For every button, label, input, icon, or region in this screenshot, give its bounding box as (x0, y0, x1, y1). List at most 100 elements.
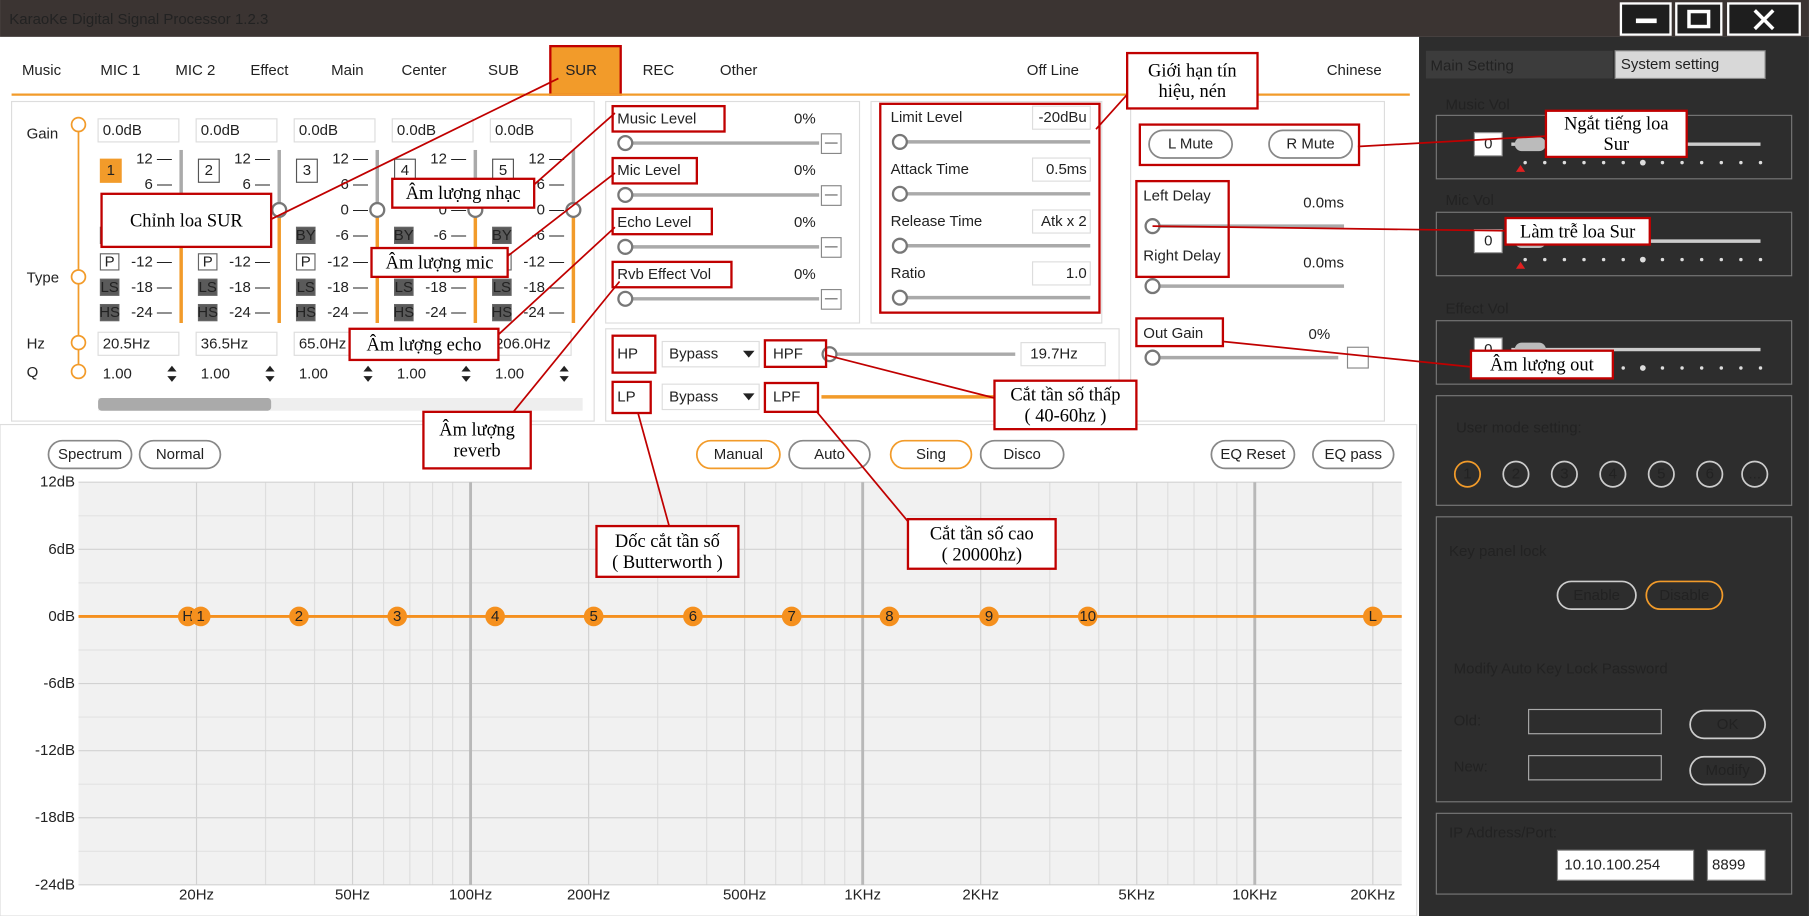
slider-knob[interactable] (1144, 349, 1161, 366)
eq-button[interactable] (695, 439, 781, 470)
eq-button[interactable] (47, 439, 133, 470)
tab[interactable]: SUB (488, 62, 519, 79)
type-badge[interactable] (197, 303, 218, 322)
scrollbar-thumb[interactable] (98, 398, 272, 411)
eq-point[interactable] (387, 606, 408, 627)
mute-button[interactable] (1268, 129, 1353, 159)
new-input[interactable] (1528, 755, 1662, 781)
channel-number: 2 (205, 162, 213, 179)
slider-knob[interactable] (617, 238, 634, 255)
maximize-button[interactable] (1675, 2, 1723, 36)
eq-point[interactable] (781, 606, 802, 627)
type-badge[interactable] (99, 253, 120, 271)
ok-button[interactable] (1689, 709, 1766, 740)
slider-knob[interactable] (369, 201, 386, 219)
password-label: Modify Auto Key Lock Password (1454, 661, 1668, 678)
type-badge[interactable] (197, 278, 218, 296)
ip-port-box[interactable] (1706, 849, 1766, 881)
tab[interactable]: Main (331, 62, 363, 79)
q-spinner[interactable] (363, 365, 373, 382)
minimize-button[interactable] (1619, 2, 1672, 36)
modify-button[interactable] (1689, 755, 1766, 786)
slider-knob[interactable] (891, 185, 908, 202)
type-badge[interactable] (295, 226, 316, 244)
type-badge[interactable] (197, 253, 218, 271)
language-button[interactable]: Chinese (1327, 62, 1382, 79)
type-badge[interactable] (295, 278, 316, 296)
slider-knob[interactable] (1144, 278, 1161, 295)
eq-point[interactable] (289, 606, 309, 627)
slider-knob[interactable] (891, 237, 908, 254)
eq-point[interactable] (1363, 606, 1383, 627)
side-tab[interactable] (1425, 50, 1613, 79)
channel-number-box[interactable] (295, 158, 318, 183)
volume-value: 0 (1484, 136, 1492, 153)
type-badge[interactable] (492, 226, 512, 244)
eq-button[interactable] (1210, 439, 1296, 470)
slider-knob[interactable] (891, 289, 908, 306)
volume-slider-knob[interactable] (1514, 137, 1546, 152)
channel-number-box[interactable] (197, 158, 220, 183)
out-gain-button[interactable] (1346, 346, 1369, 369)
eq-point[interactable] (683, 606, 703, 627)
user-mode-button[interactable] (1599, 460, 1627, 488)
volume-scale-dot (1543, 257, 1547, 262)
filter-mode-select[interactable] (661, 383, 760, 411)
type-badge[interactable] (394, 278, 414, 296)
user-mode-button[interactable] (1550, 460, 1578, 488)
tab[interactable]: SUR (565, 62, 597, 79)
user-mode-button[interactable] (1453, 460, 1482, 488)
key-lock-button[interactable] (1645, 580, 1724, 610)
mute-button[interactable] (1148, 129, 1234, 159)
eq-point[interactable] (1077, 606, 1098, 627)
type-badge[interactable] (295, 253, 316, 271)
tab[interactable]: Effect (250, 62, 289, 79)
eq-button[interactable] (138, 439, 222, 470)
slider-knob[interactable] (617, 134, 634, 152)
tab[interactable]: Other (720, 62, 757, 79)
eq-button[interactable] (788, 439, 871, 470)
tab[interactable]: MIC 2 (175, 62, 215, 79)
level-button[interactable] (820, 133, 842, 155)
tab[interactable]: MIC 1 (100, 62, 140, 79)
type-badge[interactable] (99, 278, 120, 296)
highlight-box (763, 381, 820, 414)
type-badge[interactable] (99, 303, 120, 322)
filter-mode-select[interactable] (661, 340, 760, 368)
ip-address-box[interactable] (1556, 849, 1695, 881)
side-tab[interactable] (1614, 50, 1766, 80)
annotation-text: ( 40-60hz ) (1024, 405, 1106, 426)
type-badge[interactable] (492, 278, 512, 296)
eq-point[interactable] (583, 606, 604, 627)
type-badge[interactable] (492, 303, 512, 322)
old-input[interactable] (1528, 708, 1662, 735)
eq-point[interactable] (190, 606, 211, 627)
tab[interactable]: Music (22, 62, 62, 79)
user-mode-button[interactable] (1741, 460, 1769, 488)
type-badge[interactable] (295, 303, 316, 322)
type-badge[interactable] (394, 303, 414, 322)
q-spinner[interactable] (265, 365, 275, 382)
tab[interactable]: REC (643, 62, 675, 79)
user-mode-button[interactable] (1502, 460, 1530, 488)
user-mode-button[interactable] (1647, 460, 1675, 488)
slider-knob[interactable] (617, 186, 634, 204)
channel-number-box[interactable] (99, 158, 122, 183)
slider-knob[interactable] (891, 133, 908, 150)
eq-button[interactable] (979, 439, 1065, 470)
slider-knob[interactable] (617, 290, 634, 307)
key-lock-button[interactable] (1556, 580, 1637, 610)
eq-button[interactable] (889, 439, 973, 470)
q-spinner[interactable] (559, 365, 569, 382)
slider-knob[interactable] (821, 346, 838, 363)
type-badge[interactable] (394, 226, 414, 244)
eq-point[interactable] (879, 606, 900, 627)
tab[interactable]: Center (402, 62, 447, 79)
eq-button[interactable] (1312, 439, 1395, 470)
q-spinner[interactable] (167, 365, 177, 382)
eq-point[interactable] (979, 606, 999, 627)
hz-value: 206.0Hz (495, 335, 551, 352)
q-spinner[interactable] (461, 365, 471, 382)
user-mode-button[interactable] (1696, 460, 1724, 488)
eq-point[interactable] (485, 606, 505, 627)
